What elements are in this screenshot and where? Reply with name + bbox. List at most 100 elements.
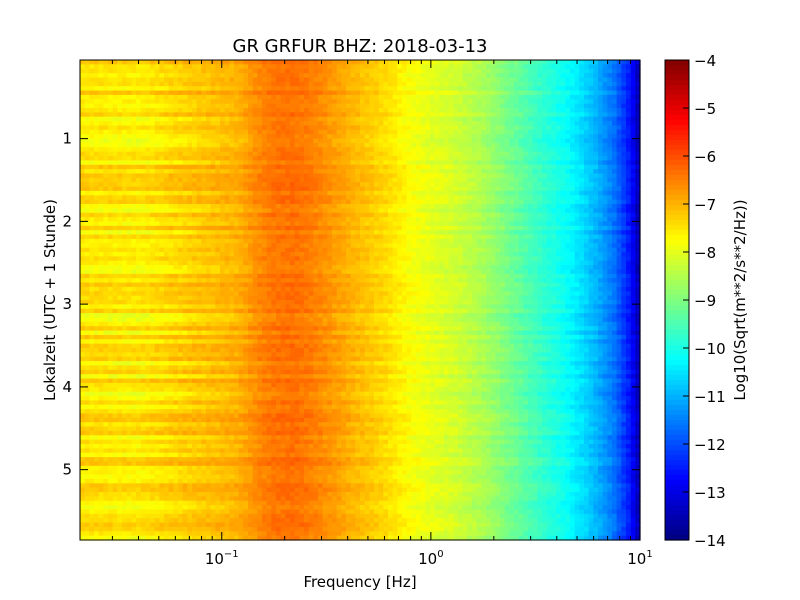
heatmap-cell (150, 308, 156, 314)
heatmap-cell (266, 116, 272, 122)
heatmap-cell (266, 73, 272, 79)
heatmap-cell (187, 190, 193, 196)
heatmap-cell (168, 278, 174, 284)
heatmap-cell (229, 422, 235, 428)
heatmap-cell (98, 182, 104, 188)
heatmap-cell (196, 535, 202, 541)
heatmap-cell (248, 430, 254, 436)
heatmap-cell (173, 286, 179, 292)
heatmap-cell (210, 212, 216, 218)
heatmap-cell (192, 147, 198, 153)
heatmap-cell (98, 378, 104, 384)
heatmap-cell (257, 396, 263, 401)
heatmap-cell (122, 86, 128, 92)
heatmap-cell (94, 256, 100, 262)
heatmap-cell (103, 190, 109, 196)
heatmap-cell (122, 204, 128, 209)
heatmap-cell (126, 339, 132, 345)
heatmap-cell (187, 112, 193, 118)
heatmap-cell (220, 204, 226, 209)
heatmap-cell (285, 68, 291, 74)
heatmap-cell (234, 190, 240, 196)
heatmap-cell (276, 483, 282, 489)
heatmap-cell (271, 500, 277, 506)
heatmap-cell (84, 265, 90, 271)
heatmap-cell (234, 243, 240, 249)
heatmap-cell (238, 265, 244, 271)
heatmap-cell (108, 474, 114, 480)
heatmap-cell (182, 391, 188, 397)
heatmap-cell (178, 461, 184, 467)
heatmap-cell (220, 134, 226, 140)
heatmap-cell (164, 387, 170, 393)
heatmap-cell (108, 177, 114, 183)
heatmap-cell (98, 417, 104, 423)
heatmap-cell (182, 273, 188, 279)
heatmap-cell (220, 330, 226, 336)
heatmap-cell (159, 103, 165, 109)
heatmap-cell (248, 182, 254, 188)
heatmap-cell (168, 461, 174, 467)
heatmap-cell (89, 142, 95, 148)
heatmap-cell (182, 151, 188, 157)
heatmap-cell (280, 483, 286, 489)
heatmap-cell (201, 156, 207, 161)
heatmap-cell (94, 186, 100, 192)
heatmap-cell (140, 304, 146, 310)
heatmap-cell (220, 269, 226, 275)
heatmap-cell (140, 230, 146, 236)
heatmap-cell (262, 487, 268, 493)
heatmap-cell (136, 243, 142, 249)
heatmap-cell (126, 382, 132, 388)
heatmap-cell (215, 238, 221, 244)
heatmap-cell (168, 86, 174, 92)
heatmap-cell (103, 361, 109, 367)
heatmap-cell (201, 173, 207, 179)
heatmap-cell (159, 426, 165, 432)
heatmap-cell (192, 94, 198, 100)
heatmap-cell (112, 448, 118, 454)
heatmap-cell (257, 199, 263, 205)
heatmap-cell (159, 164, 165, 170)
heatmap-cell (252, 112, 258, 118)
heatmap-cell (89, 422, 95, 428)
heatmap-cell (215, 81, 221, 87)
heatmap-cell (154, 64, 160, 70)
heatmap-cell (182, 417, 188, 423)
heatmap-cell (248, 134, 254, 140)
heatmap-cell (210, 269, 216, 275)
heatmap-cell (103, 195, 109, 201)
heatmap-cell (262, 313, 268, 319)
heatmap-cell (271, 487, 277, 493)
heatmap-cell (262, 526, 268, 532)
heatmap-cell (266, 186, 272, 192)
heatmap-cell (280, 522, 286, 528)
heatmap-cell (154, 500, 160, 506)
heatmap-cell (94, 518, 100, 524)
heatmap-cell (131, 308, 137, 314)
heatmap-cell (168, 387, 174, 393)
heatmap-cell (220, 483, 226, 489)
heatmap-cell (187, 413, 193, 419)
heatmap-cell (108, 238, 114, 244)
heatmap-cell (150, 156, 156, 161)
heatmap-cell (229, 470, 235, 476)
heatmap-cell (224, 230, 230, 236)
heatmap-cell (243, 448, 249, 454)
heatmap-cell (150, 243, 156, 249)
heatmap-cell (122, 217, 128, 223)
heatmap-cell (196, 68, 202, 74)
heatmap-cell (117, 356, 123, 362)
heatmap-cell (248, 278, 254, 284)
heatmap-cell (215, 308, 221, 314)
heatmap-cell (150, 317, 156, 323)
heatmap-cell (140, 151, 146, 157)
heatmap-cell (140, 378, 146, 384)
heatmap-cell (84, 361, 90, 367)
heatmap-cell (159, 81, 165, 87)
heatmap-cell (224, 313, 230, 319)
heatmap-cell (266, 94, 272, 100)
heatmap-cell (206, 269, 212, 275)
heatmap-cell (201, 478, 207, 484)
heatmap-cell (98, 190, 104, 196)
